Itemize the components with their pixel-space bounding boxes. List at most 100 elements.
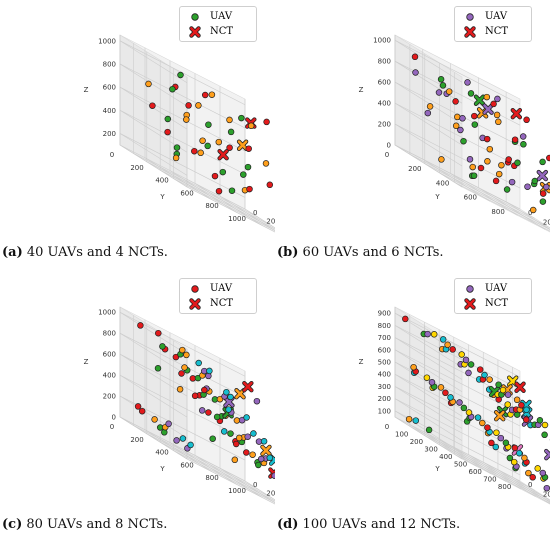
uav-point	[449, 346, 456, 353]
caption: (c) 80 UAVs and 8 NCTs.	[2, 517, 167, 532]
grid-y-floor	[194, 183, 263, 226]
uav-point	[213, 413, 221, 421]
y-axis-label: Y	[434, 465, 440, 473]
grid-z-side	[119, 416, 188, 460]
nct-legend-cross	[189, 26, 201, 38]
grid-x-floor	[186, 458, 275, 505]
legend-uav: UAV	[180, 10, 256, 24]
uav-point	[493, 111, 501, 119]
grid-z-side	[119, 353, 188, 397]
z-tick-label: 800	[103, 60, 116, 68]
grid-z-back	[394, 123, 521, 189]
nct-point	[536, 169, 548, 182]
y-axis-label: Y	[434, 193, 440, 201]
uav-point	[263, 118, 270, 126]
z-axis-label: Z	[84, 358, 89, 366]
uav-point	[249, 451, 256, 458]
uav-point	[497, 434, 505, 442]
uav-point	[492, 443, 500, 451]
uav-point	[247, 122, 255, 130]
panel-label: (b)	[277, 245, 299, 260]
grid-y-floor	[512, 476, 550, 502]
caption-text: 40 UAVs and 4 NCTs.	[26, 245, 168, 260]
uav-point	[428, 379, 436, 386]
z-tick-label: 600	[378, 346, 391, 354]
uav-point	[235, 434, 243, 442]
uav-point	[467, 361, 475, 368]
z-tick-label: 0	[112, 414, 116, 422]
grid-z-side	[394, 337, 463, 380]
uav-point	[145, 80, 152, 88]
grid-z-side	[119, 374, 188, 418]
grid-y-floor	[438, 439, 507, 482]
uav-point	[467, 90, 475, 97]
uav-point	[425, 426, 433, 434]
uav-point	[209, 435, 216, 442]
uav-point	[232, 440, 240, 448]
uav-point	[516, 449, 523, 457]
uav-point	[243, 414, 250, 421]
caption-text: 60 UAVs and 6 NCTs.	[302, 245, 444, 260]
uav-point	[179, 435, 187, 442]
grid-x-floor	[146, 161, 272, 227]
grid-z-side	[119, 332, 188, 376]
grid-x-floor	[186, 186, 275, 233]
y-tick-label: 600	[180, 461, 193, 469]
z-tick-label: 1000	[373, 37, 391, 45]
uav-point	[456, 399, 463, 406]
y-tick-label: 600	[180, 189, 193, 197]
uav-point	[493, 429, 500, 436]
uav-point	[539, 198, 547, 205]
uav-point	[220, 428, 228, 435]
grid-z-back	[394, 337, 521, 402]
uav-point	[506, 454, 514, 462]
uav-point	[466, 156, 474, 163]
uav-point	[439, 82, 447, 89]
nct-point	[473, 94, 486, 106]
data-markers	[134, 322, 275, 479]
uav-point	[462, 356, 470, 364]
legend: UAV NCT	[454, 278, 532, 314]
uav-point	[541, 431, 548, 439]
grid-z-side	[394, 349, 463, 393]
uav-marker-icon	[191, 13, 199, 21]
uav-point	[405, 415, 413, 423]
uav-point	[191, 147, 198, 155]
uav-point	[226, 116, 233, 124]
z-tick-label: 800	[103, 330, 116, 338]
grid-x-floor	[173, 450, 275, 503]
uav-point	[519, 133, 527, 140]
uav-point	[151, 416, 158, 423]
y-tick-label: 100	[395, 431, 408, 439]
uav-point	[179, 346, 186, 354]
grid-z-side	[119, 40, 188, 84]
uav-point	[257, 455, 265, 463]
legend-uav: UAV	[180, 282, 256, 296]
uav-point	[488, 439, 495, 447]
grid-y-floor	[409, 424, 477, 467]
grid-y-floor	[119, 144, 188, 188]
z-tick-label: 300	[378, 383, 391, 391]
grid-x-floor	[424, 163, 550, 228]
uav-point	[195, 102, 202, 109]
z-tick-label: 900	[378, 310, 391, 318]
uav-point	[199, 137, 206, 144]
data-markers	[402, 315, 550, 492]
uav-point	[435, 89, 443, 96]
uav-point	[483, 135, 491, 143]
uav-point	[206, 367, 213, 375]
uav-point	[197, 149, 204, 157]
back-panes	[119, 34, 275, 233]
legend-nct-label: NCT	[485, 26, 509, 37]
uav-point	[225, 406, 232, 413]
grid-y-floor	[394, 416, 463, 460]
grid-y-floor	[169, 170, 238, 213]
nct-marker-icon	[189, 298, 201, 310]
y-tick-label: 0	[110, 151, 114, 159]
grid-z-back	[119, 86, 246, 152]
uav-point	[499, 386, 507, 394]
legend: UAV NCT	[179, 278, 257, 314]
z-tick-label: 400	[378, 100, 391, 108]
uav-point	[495, 118, 502, 126]
tick-labels: 0200400600800100002004006008001000020040…	[84, 309, 275, 498]
